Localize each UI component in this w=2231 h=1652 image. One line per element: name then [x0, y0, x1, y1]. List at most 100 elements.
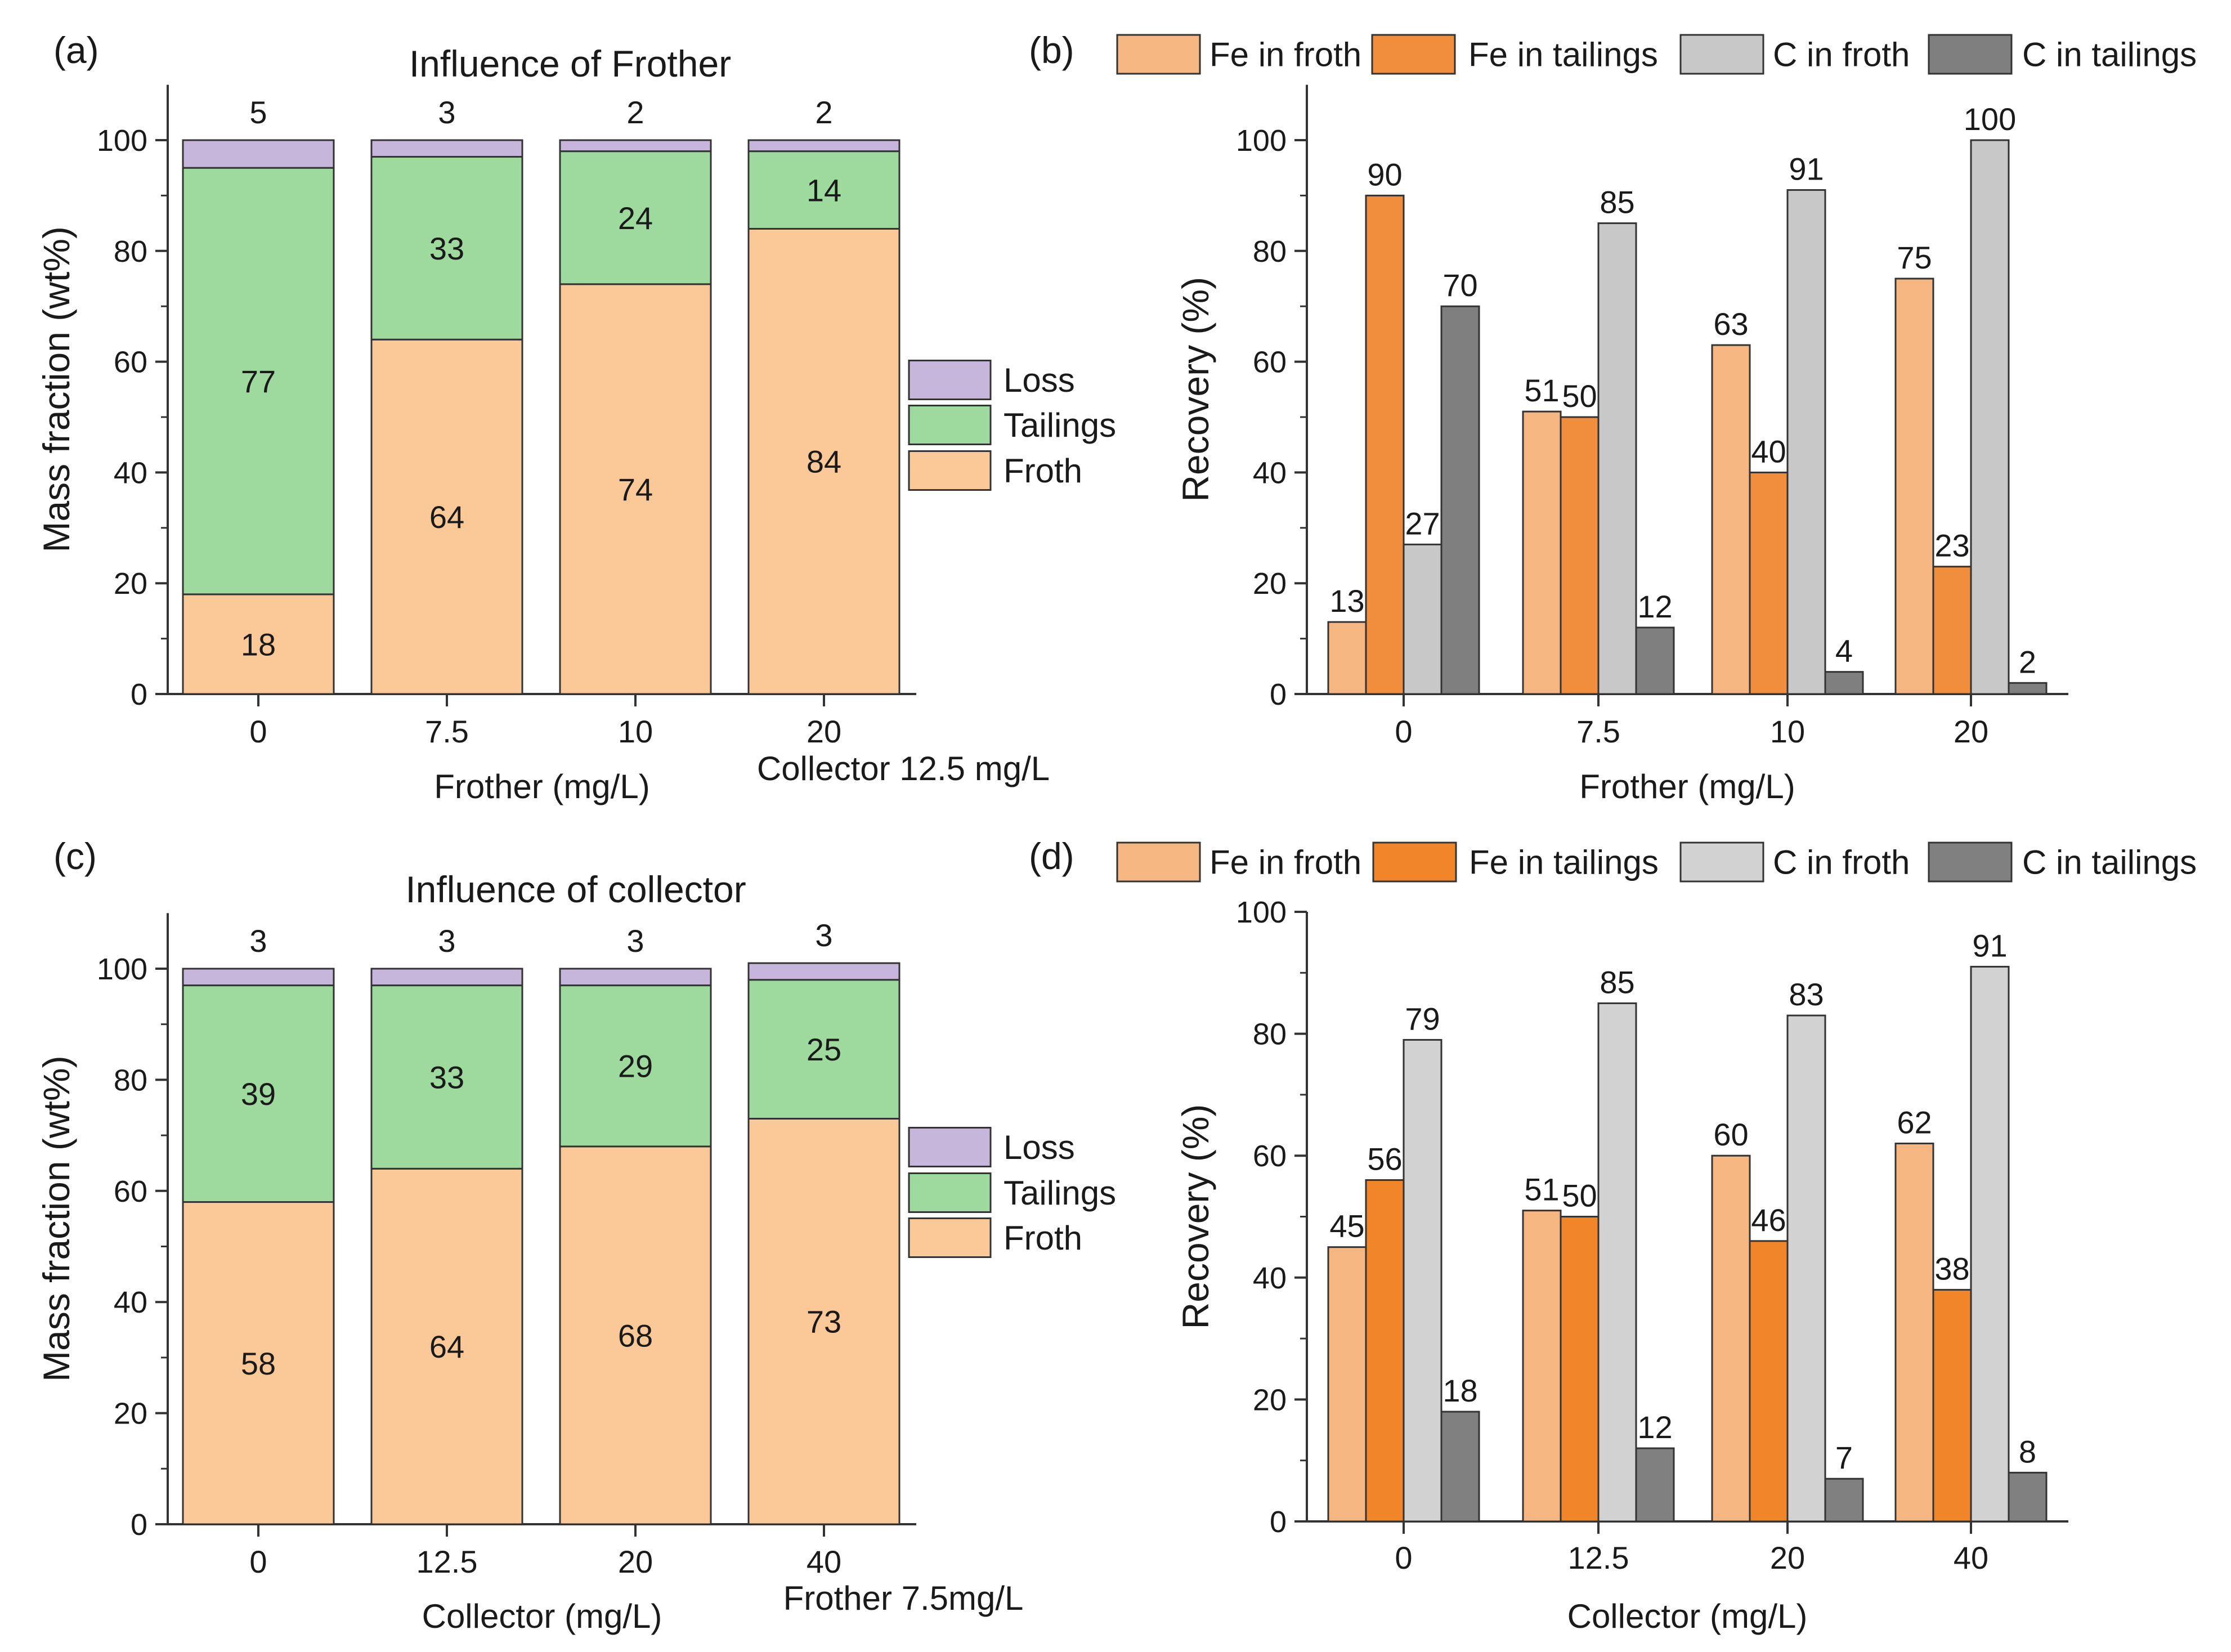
data-label-c-in-froth-b: 85 [1600, 185, 1634, 220]
y-tick-label-a: 40 [114, 456, 147, 490]
x-tick-label-c: 20 [618, 1544, 653, 1579]
x-tick-label-c: 40 [807, 1544, 841, 1579]
data-label-c-in-froth-d: 79 [1405, 1001, 1440, 1036]
data-label-c-in-tailings-b: 2 [2019, 644, 2036, 679]
bar-loss-a [182, 139, 335, 169]
legend-swatch-loss-a [908, 360, 992, 400]
data-label-loss-a: 2 [815, 95, 832, 130]
y-axis-label-b: Recovery (%) [1175, 277, 1216, 502]
data-label-fe-in-tailings-d: 38 [1934, 1251, 1969, 1286]
data-label-froth-a: 18 [241, 626, 276, 662]
bar-froth-c [370, 1167, 523, 1525]
legend-label-tailings-c: Tailings [1003, 1174, 1116, 1212]
x-tick-label-a: 7.5 [425, 714, 469, 749]
bar-c-in-froth-b [1970, 139, 2010, 695]
data-label-tailings-c: 29 [618, 1049, 653, 1084]
bar-tailings-a [747, 150, 901, 230]
x-tick-label-a: 20 [807, 714, 841, 749]
bar-tailings-a [559, 150, 712, 285]
bar-loss-c [370, 968, 523, 987]
data-label-c-in-tailings-d: 18 [1442, 1373, 1477, 1408]
bar-loss-a [747, 139, 901, 153]
data-label-fe-in-froth-d: 60 [1713, 1117, 1748, 1152]
legend-swatch-tailings-a [908, 405, 992, 445]
y-tick-label-c: 0 [131, 1508, 147, 1542]
legend-swatch-froth-a [908, 450, 992, 491]
y-tick-label-d: 0 [1270, 1505, 1287, 1539]
x-tick-label-b: 0 [1395, 714, 1412, 749]
data-label-tailings-a: 33 [429, 231, 464, 266]
bar-c-in-froth-b [1403, 543, 1442, 695]
bar-tailings-c [747, 979, 901, 1120]
data-label-c-in-froth-d: 91 [1972, 928, 2007, 963]
bar-fe-in-tailings-b [1932, 566, 1972, 695]
legend-swatch-fe-in-tailings-d [1372, 841, 1457, 883]
data-label-tailings-c: 25 [807, 1032, 841, 1067]
data-label-froth-c: 58 [241, 1346, 276, 1381]
y-tick-label-c: 20 [114, 1397, 147, 1431]
legend-label-loss-a: Loss [1003, 361, 1075, 399]
bar-froth-c [559, 1145, 712, 1525]
y-tick-label-d: 80 [1253, 1018, 1287, 1051]
y-tick-label-c: 60 [114, 1175, 147, 1208]
y-axis-label-d: Recovery (%) [1175, 1104, 1216, 1329]
data-label-froth-a: 74 [618, 472, 653, 507]
bar-c-in-froth-d [1597, 1002, 1637, 1523]
panel-label-d: (d) [1029, 835, 1074, 877]
legend-swatch-loss-c [908, 1127, 992, 1167]
legend-swatch-c-in-tailings-d [1928, 841, 2013, 883]
data-label-fe-in-tailings-d: 50 [1562, 1178, 1597, 1214]
y-tick-label-a: 80 [114, 235, 147, 268]
legend-swatch-fe-in-froth-d [1116, 841, 1201, 883]
bar-fe-in-tailings-d [1749, 1240, 1789, 1523]
data-label-fe-in-froth-b: 51 [1524, 373, 1559, 408]
y-tick-label-a: 0 [131, 678, 147, 711]
data-label-fe-in-tailings-b: 40 [1751, 433, 1786, 469]
bar-froth-c [747, 1117, 901, 1525]
legend-label-froth-c: Froth [1003, 1219, 1082, 1257]
x-tick-label-b: 20 [1954, 714, 1988, 749]
y-tick-label-b: 20 [1253, 567, 1287, 601]
data-label-loss-a: 5 [249, 95, 267, 130]
legend-label-fe-in-froth-d: Fe in froth [1209, 844, 1361, 881]
x-axis-label-d: Collector (mg/L) [1567, 1597, 1808, 1635]
bar-froth-c [182, 1201, 335, 1525]
bar-fe-in-froth-d [1894, 1143, 1934, 1523]
data-label-froth-c: 68 [618, 1318, 653, 1353]
data-label-froth-a: 84 [807, 444, 841, 480]
data-label-froth-c: 64 [429, 1329, 464, 1364]
bar-c-in-tailings-b [2008, 682, 2048, 695]
bar-fe-in-froth-d [1327, 1246, 1367, 1523]
data-label-fe-in-tailings-d: 46 [1751, 1202, 1786, 1238]
bar-loss-a [559, 139, 712, 153]
bar-fe-in-tailings-b [1749, 471, 1789, 695]
bar-fe-in-tailings-b [1560, 416, 1600, 695]
y-tick-label-b: 40 [1253, 456, 1287, 490]
legend-swatch-c-in-tailings-b [1928, 34, 2013, 75]
y-tick-label-b: 100 [1236, 124, 1287, 158]
data-label-c-in-tailings-d: 7 [1835, 1440, 1853, 1475]
bar-tailings-a [370, 156, 523, 341]
data-label-c-in-froth-b: 100 [1964, 101, 2016, 137]
x-tick-label-a: 10 [618, 714, 653, 749]
bar-c-in-tailings-d [1440, 1411, 1480, 1523]
y-axis-label-c: Mass fraction (wt%) [35, 1055, 77, 1381]
y-tick-label-d: 20 [1253, 1383, 1287, 1417]
bar-loss-c [747, 962, 901, 981]
x-tick-label-a: 0 [249, 714, 267, 749]
y-tick-label-d: 60 [1253, 1139, 1287, 1173]
y-axis-label-a: Mass fraction (wt%) [35, 226, 77, 552]
bar-fe-in-tailings-b [1365, 194, 1405, 695]
legend-label-c-in-tailings-d: C in tailings [2022, 844, 2197, 881]
data-label-tailings-c: 33 [429, 1059, 464, 1095]
data-label-fe-in-froth-b: 63 [1713, 306, 1748, 342]
x-tick-label-c: 12.5 [416, 1544, 478, 1579]
data-label-loss-a: 3 [438, 95, 455, 130]
bar-froth-a [370, 338, 523, 695]
bar-fe-in-froth-d [1522, 1210, 1562, 1523]
data-label-loss-c: 3 [815, 917, 832, 953]
condition-note-a: Collector 12.5 mg/L [757, 750, 1050, 787]
legend-swatch-tailings-c [908, 1172, 992, 1213]
y-tick-label-c: 100 [97, 952, 147, 986]
